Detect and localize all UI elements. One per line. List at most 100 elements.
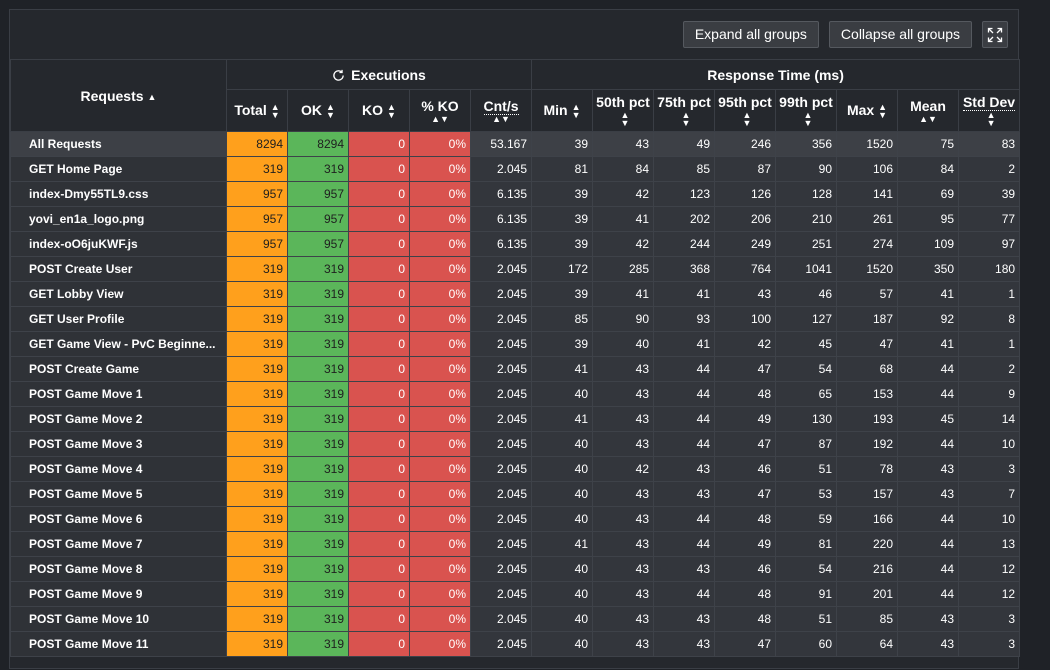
cell-min: 40 [531, 506, 594, 532]
cell-pct50: 43 [592, 606, 655, 632]
cell-min: 39 [531, 181, 594, 207]
cell-pct99: 51 [775, 456, 838, 482]
table-row[interactable]: GET User Profile 319 319 0 0% 2.045 85 90 93 100 1… [10, 306, 1021, 332]
cell-ko-percent: 0% [409, 131, 471, 157]
stats-panel: Expand all groups Collapse all groups Re… [9, 9, 1021, 669]
cell-request-name[interactable]: POST Create User [10, 256, 227, 282]
table-row[interactable]: index-oO6juKWF.js 957 957 0 0% 6.135 39 42 244 24… [10, 231, 1021, 257]
cell-ko-percent: 0% [409, 181, 471, 207]
cell-total: 319 [226, 331, 288, 357]
cell-request-name[interactable]: GET Home Page [10, 156, 227, 182]
table-row[interactable]: GET Game View - PvC Beginne... 319 319 0 0% 2… [10, 331, 1021, 357]
table-row[interactable]: POST Game Move 8 319 319 0 0% 2.045 40 43 43 46 54… [10, 556, 1021, 582]
col-ok[interactable]: OK ▲ ▼ [287, 89, 349, 132]
cell-request-name[interactable]: POST Game Move 3 [10, 431, 227, 457]
table-row[interactable]: POST Game Move 10 319 319 0 0% 2.045 40 43 43 48 5… [10, 606, 1021, 632]
cell-pct50: 43 [592, 581, 655, 607]
cell-mean: 84 [897, 156, 960, 182]
requests-header[interactable]: Requests ▲ [10, 59, 227, 132]
cell-mean: 43 [897, 481, 960, 507]
cell-request-name[interactable]: POST Game Move 7 [10, 531, 227, 557]
cell-request-name[interactable]: All Requests [10, 131, 227, 157]
cell-ok: 319 [287, 531, 349, 557]
table-row[interactable]: POST Game Move 6 319 319 0 0% 2.045 40 43 44 48 59… [10, 506, 1021, 532]
cell-pct99: 59 [775, 506, 838, 532]
cell-pct75: 44 [653, 531, 716, 557]
cell-ko: 0 [348, 306, 410, 332]
cell-max: 106 [836, 156, 899, 182]
cell-pct50: 43 [592, 481, 655, 507]
cell-cnt-per-sec: 2.045 [469, 506, 533, 532]
col-total[interactable]: Total ▲ ▼ [226, 89, 288, 132]
table-row[interactable]: GET Home Page 319 319 0 0% 2.045 81 84 85 87 90 106… [10, 156, 1021, 182]
cell-pct95: 48 [714, 381, 777, 407]
cell-request-name[interactable]: GET Game View - PvC Beginne... [10, 331, 227, 357]
cell-request-name[interactable]: POST Game Move 6 [10, 506, 227, 532]
table-row[interactable]: POST Game Move 5 319 319 0 0% 2.045 40 43 43 47 53… [10, 481, 1021, 507]
cell-pct95: 42 [714, 331, 777, 357]
cell-request-name[interactable]: yovi_en1a_logo.png [10, 206, 227, 232]
cell-pct95: 46 [714, 556, 777, 582]
cell-request-name[interactable]: POST Game Move 9 [10, 581, 227, 607]
table-row[interactable]: POST Game Move 2 319 319 0 0% 2.045 41 43 44 49 13… [10, 406, 1021, 432]
cell-pct95: 48 [714, 506, 777, 532]
col-ko[interactable]: KO ▲ ▼ [348, 89, 410, 132]
table-row[interactable]: POST Game Move 1 319 319 0 0% 2.045 40 43 44 48 65… [10, 381, 1021, 407]
cell-ok: 319 [287, 606, 349, 632]
col-mean[interactable]: Mean ▲▼ [897, 89, 960, 132]
table-row[interactable]: index-Dmy55TL9.css 957 957 0 0% 6.135 39 42 123 1… [10, 181, 1021, 207]
cell-request-name[interactable]: GET User Profile [10, 306, 227, 332]
cell-request-name[interactable]: index-oO6juKWF.js [10, 231, 227, 257]
cell-ok: 319 [287, 506, 349, 532]
cell-min: 39 [531, 281, 594, 307]
table-row[interactable]: POST Game Move 3 319 319 0 0% 2.045 40 43 44 47 87… [10, 431, 1021, 457]
cell-cnt-per-sec: 2.045 [469, 606, 533, 632]
col-max[interactable]: Max ▲ ▼ [836, 89, 899, 132]
sort-icon: ▲▼ [803, 110, 813, 129]
cell-request-name[interactable]: POST Game Move 4 [10, 456, 227, 482]
sort-icon: ▲▼ [878, 102, 888, 121]
cell-cnt-per-sec: 2.045 [469, 156, 533, 182]
table-row[interactable]: POST Game Move 9 319 319 0 0% 2.045 40 43 44 48 91… [10, 581, 1021, 607]
cell-request-name[interactable]: POST Game Move 2 [10, 406, 227, 432]
cell-request-name[interactable]: GET Lobby View [10, 281, 227, 307]
table-row[interactable]: GET Lobby View 319 319 0 0% 2.045 39 41 41 43 46 57… [10, 281, 1021, 307]
cell-request-name[interactable]: POST Game Move 10 [10, 606, 227, 632]
col-50th-pct[interactable]: 50th pct▲ ▼ [592, 89, 655, 132]
cell-request-name[interactable]: POST Create Game [10, 356, 227, 382]
cell-request-name[interactable]: POST Game Move 5 [10, 481, 227, 507]
cell-ko: 0 [348, 481, 410, 507]
table-row[interactable]: POST Game Move 4 319 319 0 0% 2.045 40 42 43 46 51… [10, 456, 1021, 482]
cell-min: 39 [531, 131, 594, 157]
cell-max: 166 [836, 506, 899, 532]
col-min[interactable]: Min ▲ ▼ [531, 89, 594, 132]
table-row[interactable]: POST Create Game 319 319 0 0% 2.045 41 43 44 47 54… [10, 356, 1021, 382]
table-row[interactable]: POST Create User 319 319 0 0% 2.045 172 285 368 7… [10, 256, 1021, 282]
cell-std-dev: 12 [958, 581, 1021, 607]
table-row[interactable]: POST Game Move 7 319 319 0 0% 2.045 41 43 44 49 81… [10, 531, 1021, 557]
cell-request-name[interactable]: index-Dmy55TL9.css [10, 181, 227, 207]
expand-all-groups-button[interactable]: Expand all groups [682, 21, 819, 48]
col-99th-pct[interactable]: 99th pct▲ ▼ [775, 89, 838, 132]
cell-ko-percent: 0% [409, 306, 471, 332]
cell-max: 68 [836, 356, 899, 382]
col-95th-pct[interactable]: 95th pct▲ ▼ [714, 89, 777, 132]
cell-request-name[interactable]: POST Game Move 1 [10, 381, 227, 407]
cell-ko-percent: 0% [409, 631, 471, 657]
cell-pct95: 100 [714, 306, 777, 332]
fullscreen-button[interactable] [982, 21, 1008, 48]
cell-mean: 92 [897, 306, 960, 332]
table-row[interactable]: All Requests 8294 8294 0 0% 53.167 39 43 49 246 35… [10, 131, 1021, 157]
cell-ko: 0 [348, 381, 410, 407]
col-ko-percent[interactable]: % KO ▲▼ [409, 89, 471, 132]
sort-icon: ▲▼ [431, 113, 449, 124]
cell-pct50: 285 [592, 256, 655, 282]
table-row[interactable]: POST Game Move 11 319 319 0 0% 2.045 40 43 43 47 6… [10, 631, 1021, 657]
cell-request-name[interactable]: POST Game Move 8 [10, 556, 227, 582]
col-cnt-per-sec[interactable]: Cnt/s ▲▼ [469, 89, 533, 132]
col-std-dev[interactable]: Std Dev▲ ▼ [958, 89, 1021, 132]
cell-request-name[interactable]: POST Game Move 11 [10, 631, 227, 657]
table-row[interactable]: yovi_en1a_logo.png 957 957 0 0% 6.135 39 41 202 2… [10, 206, 1021, 232]
col-75th-pct[interactable]: 75th pct▲ ▼ [653, 89, 716, 132]
collapse-all-groups-button[interactable]: Collapse all groups [828, 21, 972, 48]
